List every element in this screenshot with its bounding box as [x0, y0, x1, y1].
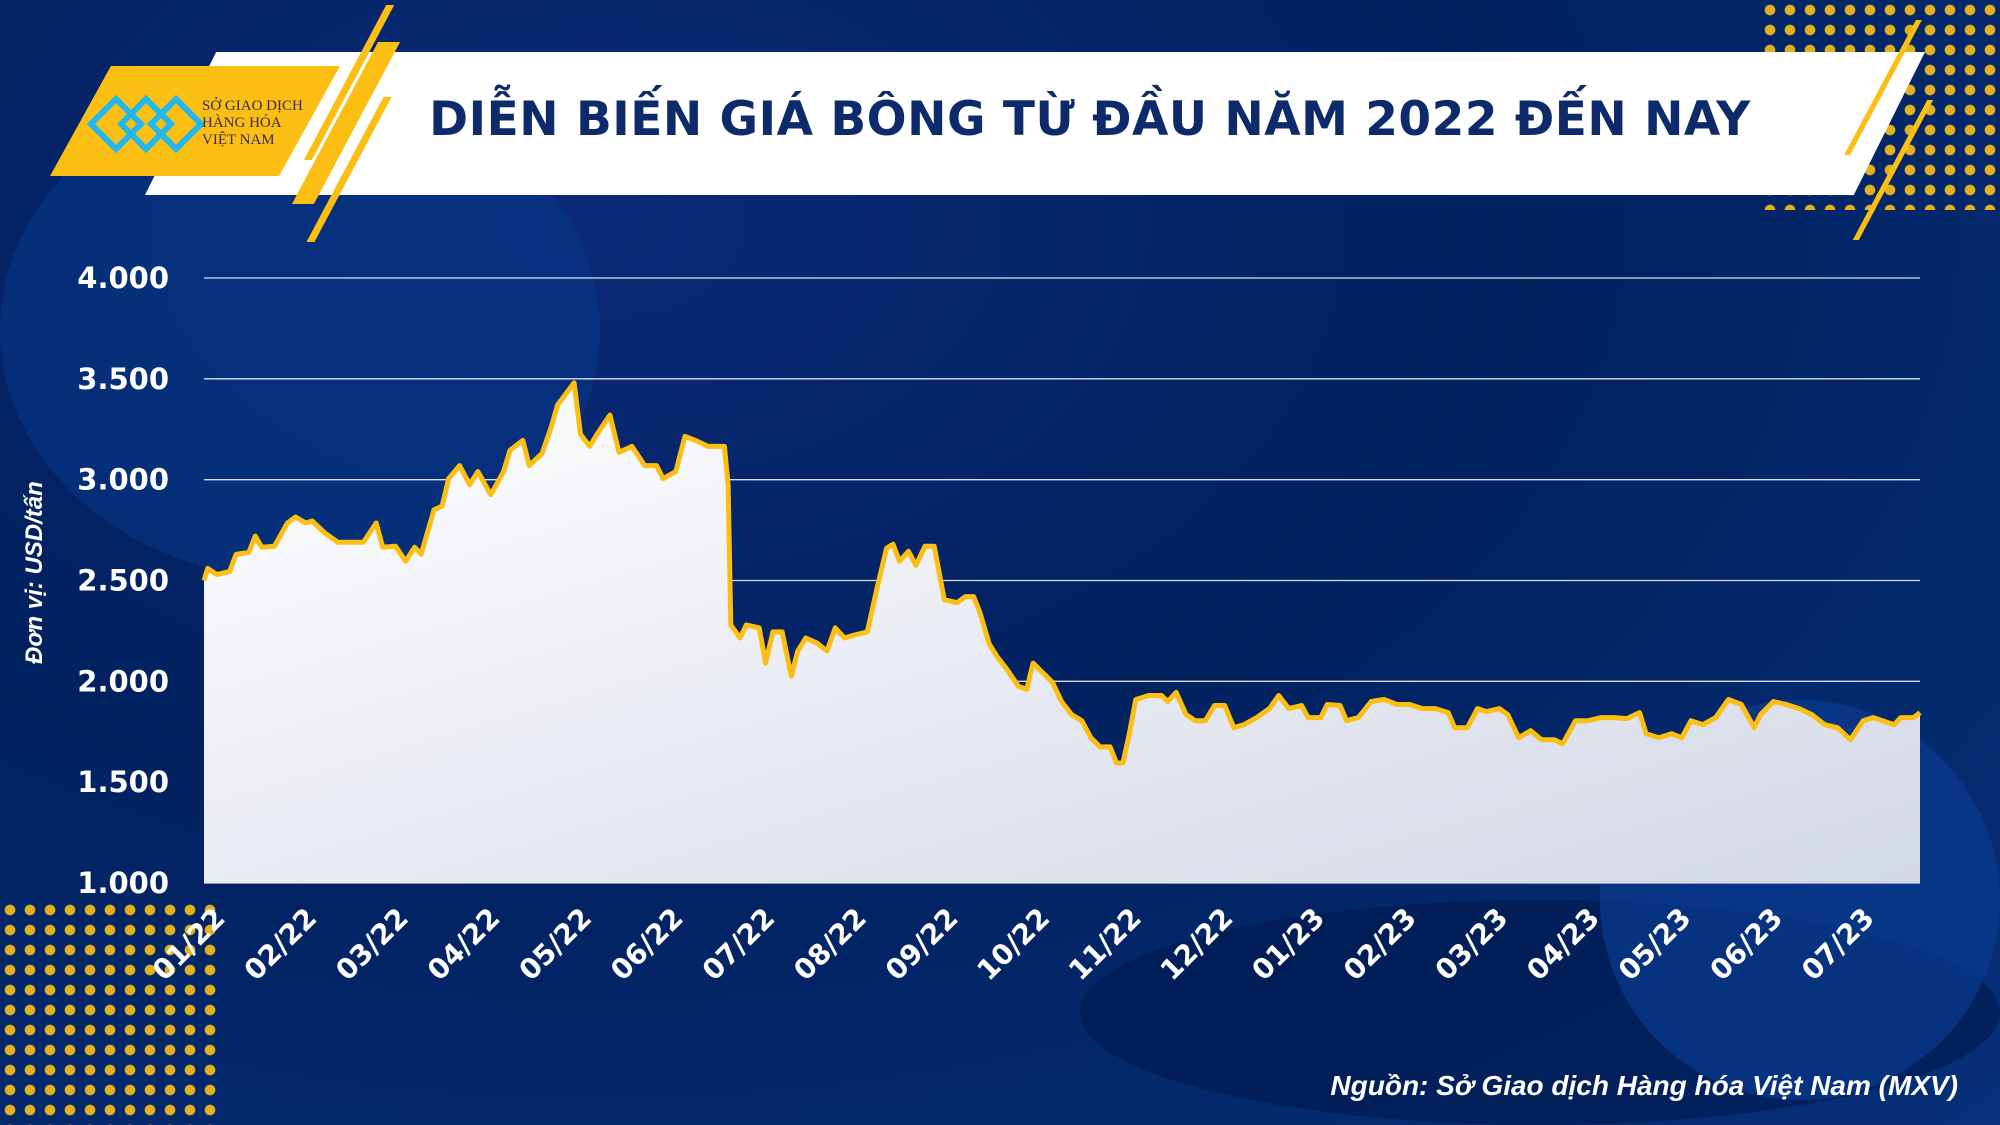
x-tick-label: 01/22 [146, 901, 232, 987]
logo-text: SỞ GIAO DỊCH HÀNG HÓA VIỆT NAM [202, 98, 303, 149]
x-tick-label: 05/22 [512, 901, 598, 987]
x-tick-label: 03/22 [329, 901, 415, 987]
logo-line: SỞ GIAO DỊCH [202, 98, 303, 114]
y-tick-label: 2.000 [77, 664, 169, 698]
title-banner [145, 52, 1925, 195]
x-tick-label: 07/22 [696, 901, 782, 987]
y-tick-label: 2.500 [77, 564, 169, 598]
y-tick-label: 1.500 [77, 765, 169, 799]
logo-line: VIỆT NAM [202, 132, 275, 148]
x-tick-label: 02/22 [238, 901, 324, 987]
price-line [201, 380, 1922, 766]
x-tick-label: 03/23 [1429, 901, 1515, 987]
y-axis-label: Đơn vị: USD/tấn [21, 481, 48, 664]
x-tick-label: 11/22 [1062, 901, 1148, 987]
x-tick-label: 08/22 [787, 901, 873, 987]
area-fill [204, 382, 1920, 883]
mxv-logo-icon [86, 94, 206, 154]
y-tick-label: 4.000 [77, 261, 169, 295]
x-tick-label: 06/23 [1703, 901, 1789, 987]
y-tick-label: 1.000 [77, 866, 169, 900]
x-tick-label: 04/23 [1520, 901, 1606, 987]
logo-line: HÀNG HÓA [202, 115, 282, 131]
x-tick-label: 09/22 [879, 901, 965, 987]
x-tick-label: 05/23 [1612, 901, 1698, 987]
page-title: DIỄN BIẾN GIÁ BÔNG TỪ ĐẦU NĂM 2022 ĐẾN N… [429, 92, 1751, 147]
x-tick-label: 02/23 [1337, 901, 1423, 987]
source-note: Nguồn: Sở Giao dịch Hàng hóa Việt Nam (M… [1330, 1070, 1958, 1101]
x-tick-label: 01/23 [1245, 901, 1331, 987]
x-tick-label: 10/22 [971, 901, 1057, 987]
y-tick-label: 3.500 [77, 362, 169, 396]
y-tick-label: 3.000 [77, 463, 169, 497]
x-tick-label: 04/22 [421, 901, 507, 987]
x-tick-label: 07/23 [1795, 901, 1881, 987]
x-tick-label: 06/22 [604, 901, 690, 987]
dot-pattern [0, 900, 220, 1125]
x-tick-label: 12/22 [1154, 901, 1240, 987]
